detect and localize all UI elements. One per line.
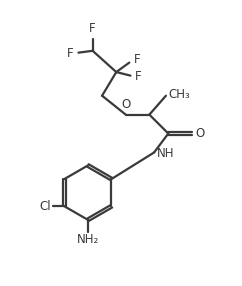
Text: NH: NH bbox=[157, 147, 174, 160]
Text: NH₂: NH₂ bbox=[77, 233, 99, 246]
Text: F: F bbox=[67, 47, 74, 60]
Text: O: O bbox=[196, 127, 205, 140]
Text: F: F bbox=[135, 70, 142, 83]
Text: Cl: Cl bbox=[40, 200, 51, 213]
Text: O: O bbox=[121, 98, 130, 111]
Text: F: F bbox=[89, 22, 96, 35]
Text: F: F bbox=[134, 53, 141, 65]
Text: CH₃: CH₃ bbox=[168, 88, 190, 101]
